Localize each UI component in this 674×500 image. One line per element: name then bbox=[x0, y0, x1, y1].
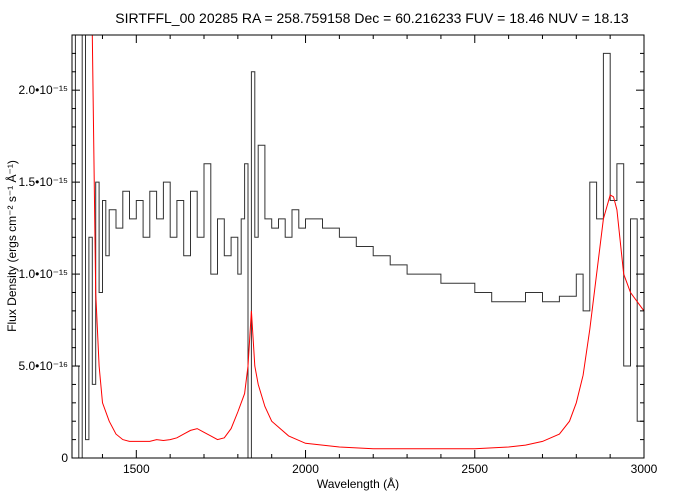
chart-title: SIRTFFL_00 20285 RA = 258.759158 Dec = 6… bbox=[115, 10, 629, 26]
x-tick-label: 1500 bbox=[123, 462, 150, 476]
x-tick-label: 2000 bbox=[292, 462, 319, 476]
y-tick-label: 0 bbox=[61, 451, 68, 465]
plot-area bbox=[72, 34, 645, 459]
x-tick-label: 3000 bbox=[631, 462, 658, 476]
y-tick-label: 1.5•10⁻¹⁵ bbox=[18, 175, 68, 189]
x-tick-label: 2500 bbox=[461, 462, 488, 476]
plot-frame bbox=[71, 34, 645, 459]
y-axis-label: Flux Density (ergs cm⁻² s⁻¹ Å⁻¹) bbox=[4, 160, 19, 332]
y-tick-label: 5.0•10⁻¹⁶ bbox=[19, 359, 69, 373]
x-axis: 1500 2000 2500 3000 bbox=[101, 35, 658, 476]
x-axis-label: Wavelength (Å) bbox=[317, 476, 399, 491]
y-axis: 0 5.0•10⁻¹⁶ 1.0•10⁻¹⁵ 1.5•10⁻¹⁵ 2.0•10⁻¹⁵ bbox=[18, 52, 644, 465]
error-series-line bbox=[72, 34, 645, 450]
y-tick-label: 1.0•10⁻¹⁵ bbox=[18, 267, 68, 281]
y-tick-label: 2.0•10⁻¹⁵ bbox=[18, 83, 68, 97]
flux-series-line bbox=[72, 34, 645, 459]
